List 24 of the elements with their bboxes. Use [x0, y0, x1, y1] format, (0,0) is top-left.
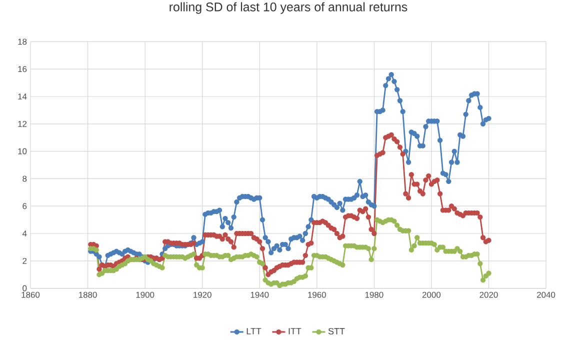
- legend-label: ITT: [288, 328, 302, 334]
- y-tick-label: 6: [22, 203, 27, 210]
- x-tick-label: 1900: [136, 292, 154, 298]
- y-tick-label: 0: [22, 285, 27, 292]
- x-tick-label: 1940: [250, 292, 269, 298]
- x-tick-label: 1880: [79, 292, 97, 298]
- y-tick-label: 10: [18, 148, 27, 154]
- x-tick-label: 2040: [537, 292, 556, 298]
- legend-label: LTT: [246, 328, 262, 334]
- y-tick-label: 8: [22, 176, 27, 182]
- x-tick-label: 2020: [480, 292, 498, 298]
- y-tick-label: 18: [18, 38, 27, 45]
- chart-title: rolling SD of last 10 years of annual returns: [170, 2, 408, 14]
- y-tick-label: 14: [18, 94, 27, 100]
- y-tick-label: 12: [18, 120, 27, 127]
- x-tick-label: 1980: [365, 292, 384, 298]
- y-tick-label: 4: [22, 230, 27, 236]
- x-tick-label: 1960: [308, 292, 326, 298]
- x-tick-label: 1860: [22, 292, 40, 298]
- y-tick-label: 16: [18, 66, 27, 72]
- legend-label: STT: [328, 328, 345, 334]
- x-tick-label: 1920: [194, 292, 212, 298]
- y-tick-label: 2: [22, 258, 27, 264]
- x-tick-label: 2000: [422, 292, 441, 298]
